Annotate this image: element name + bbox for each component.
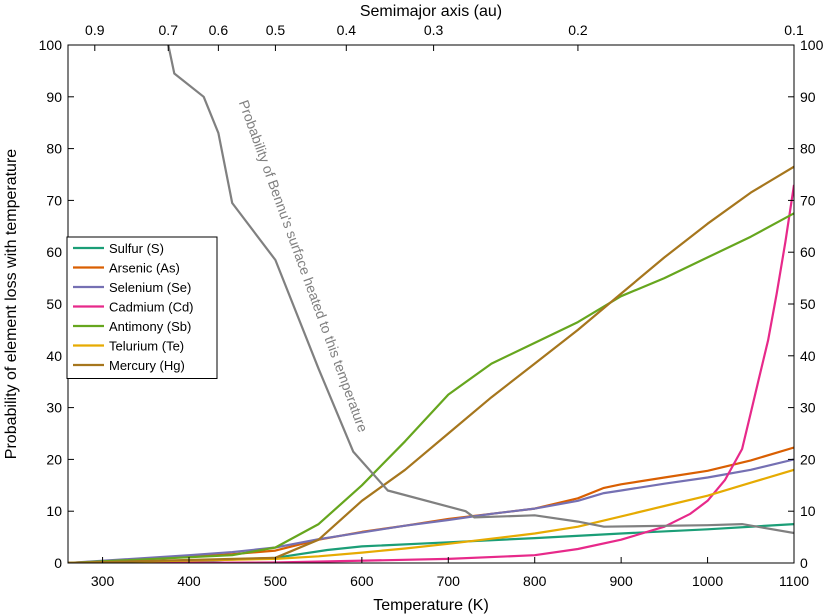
y-tick-label-left: 30 [46,400,62,416]
x-tick-label: 500 [264,573,288,589]
legend-label-antimony: Antimony (Sb) [109,319,191,334]
y-tick-label-right: 50 [800,296,816,312]
series-line-mercury [68,165,794,563]
x-tick-label: 600 [350,573,374,589]
y-tick-label-left: 40 [46,348,62,364]
top-tick-label: 0.7 [159,22,179,38]
top-tick-label: 0.5 [266,22,286,38]
x-tick-label: 800 [523,573,547,589]
legend-label-arsenic: Arsenic (As) [109,261,180,276]
legend-box [66,236,218,379]
series-line-probability-of-bennu-s-surface-heated-to-this-temperature [167,45,794,535]
y-tick-label-right: 90 [800,89,816,105]
x-tick-label: 1100 [779,573,809,589]
y-axis-label: Probability of element loss with tempera… [3,149,20,459]
top-tick-label: 0.3 [424,22,444,38]
legend-label-sulfur: Sulfur (S) [109,241,164,256]
ticks-layer: 300 400 500 600 700 800 900 1000 1100 0 0 10 10 20 20 3… [39,22,824,589]
legend-label-telurium: Telurium (Te) [109,339,184,354]
y-tick-label-right: 10 [800,503,816,519]
top-tick-label: 0.1 [784,22,804,38]
legend-label-mercury: Mercury (Hg) [109,358,185,373]
y-tick-label-right: 100 [800,37,824,53]
series-line-telurium [68,468,794,563]
bennu-annotation: Probability of Bennu's surface heated to… [236,98,372,435]
top-tick-label: 0.9 [85,22,105,38]
legend-label-cadmium: Cadmium (Cd) [109,300,194,315]
y-tick-label-right: 20 [800,451,816,467]
series-layer [68,45,794,563]
y-tick-label-left: 10 [46,503,62,519]
y-tick-label-right: 0 [800,555,808,571]
y-tick-label-right: 80 [800,141,816,157]
x-tick-label: 400 [177,573,201,589]
top-tick-label: 0.6 [209,22,229,38]
legend: Sulfur (S) Arsenic (As) Selenium (Se) Cadmi… [66,236,218,379]
y-tick-label-left: 80 [46,141,62,157]
y-tick-label-right: 40 [800,348,816,364]
x-tick-label: 700 [437,573,461,589]
y-tick-label-left: 100 [39,37,63,53]
y-tick-label-left: 0 [54,555,62,571]
top-tick-label: 0.4 [337,22,357,38]
top-tick-label: 0.2 [568,22,588,38]
x-tick-label: 900 [609,573,633,589]
y-tick-label-left: 90 [46,89,62,105]
y-tick-label-left: 50 [46,296,62,312]
y-tick-label-right: 30 [800,400,816,416]
y-tick-label-right: 60 [800,244,816,260]
top-axis-label: Semimajor axis (au) [360,3,502,20]
y-tick-label-right: 70 [800,192,816,208]
legend-label-selenium: Selenium (Se) [109,280,191,295]
x-tick-label: 1000 [692,573,723,589]
series-line-antimony [68,212,794,563]
x-tick-label: 300 [91,573,115,589]
x-axis-label: Temperature (K) [373,597,489,614]
y-tick-label-left: 60 [46,244,62,260]
y-tick-label-left: 70 [46,192,62,208]
series-line-cadmium [68,184,794,563]
y-tick-label-left: 20 [46,451,62,467]
